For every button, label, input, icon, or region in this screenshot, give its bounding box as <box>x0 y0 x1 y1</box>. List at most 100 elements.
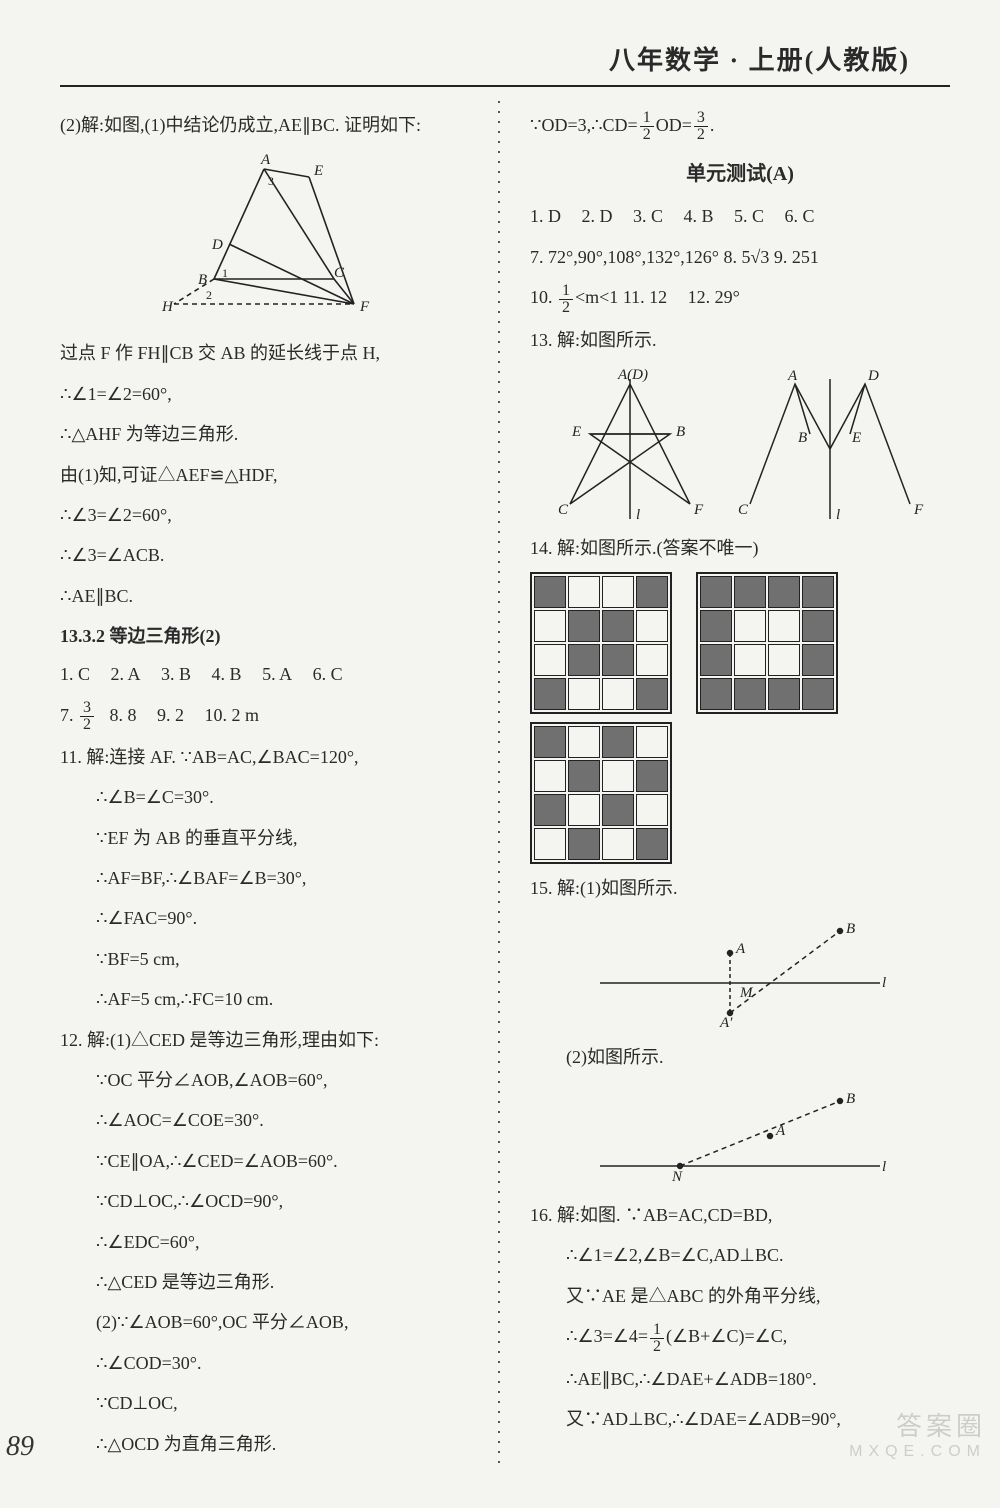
section-1332: 13.3.2 等边三角形(2) <box>60 622 468 648</box>
svg-text:F: F <box>693 502 704 518</box>
svg-text:l: l <box>882 1159 886 1175</box>
watermark: 答案圈 MXQE.COM <box>849 1406 986 1461</box>
mc: 5. C <box>734 200 764 232</box>
q14: 14. 解:如图所示.(答案不唯一) <box>530 532 950 564</box>
grid-b <box>696 572 838 714</box>
t: 过点 F 作 FH∥CB 交 AB 的延长线于点 H, <box>60 337 468 369</box>
t: ∵CE∥OA,∴∠CED=∠AOB=60°. <box>60 1145 468 1177</box>
t: ∵BF=5 cm, <box>60 943 468 975</box>
t: ∴∠1=∠2=60°, <box>60 378 468 410</box>
mc: 3. B <box>161 658 191 690</box>
mc-row2: 7. 32 8. 8 9. 2 10. 2 m <box>60 699 468 733</box>
svg-text:F: F <box>913 502 924 518</box>
mc: 1. C <box>60 658 90 690</box>
q11: 11. 12 <box>623 281 667 313</box>
svg-text:H: H <box>161 299 174 315</box>
mc: 6. C <box>313 658 343 690</box>
r-row3: 10. 12<m<1 11. 12 12. 29° <box>530 281 950 315</box>
t: ∴△AHF 为等边三角形. <box>60 418 468 450</box>
t: ∵CD⊥OC, <box>60 1387 468 1419</box>
t: ∴∠1=∠2,∠B=∠C,AD⊥BC. <box>530 1239 950 1271</box>
svg-text:B: B <box>846 921 855 937</box>
svg-text:B: B <box>198 272 207 288</box>
mc: 2. D <box>582 200 613 232</box>
figure-15b: A B N l <box>580 1081 900 1191</box>
svg-text:D: D <box>867 368 879 384</box>
frac-3-2: 32 <box>80 700 94 733</box>
t: ∴∠AOC=∠COE=30°. <box>60 1104 468 1136</box>
mc: 3. C <box>633 200 663 232</box>
mc: 6. C <box>785 200 815 232</box>
q16-4: ∴∠3=∠4=12(∠B+∠C)=∠C, <box>530 1320 950 1354</box>
t: ∵EF 为 AB 的垂直平分线, <box>60 822 468 854</box>
svg-text:A: A <box>787 368 798 384</box>
grid-c <box>530 722 672 864</box>
svg-text:B: B <box>846 1091 855 1107</box>
top-eq: ∵OD=3,∴CD=12OD=32. <box>530 109 950 143</box>
svg-text:B: B <box>798 430 807 446</box>
grid-a <box>530 572 672 714</box>
t: (2)∵∠AOB=60°,OC 平分∠AOB, <box>60 1306 468 1338</box>
mc: 2. A <box>111 658 141 690</box>
svg-text:F: F <box>359 299 370 315</box>
svg-text:A: A <box>775 1123 786 1139</box>
svg-text:D: D <box>211 237 223 253</box>
watermark-en: MXQE.COM <box>849 1443 986 1461</box>
r-mc: 1. D 2. D 3. C 4. B 5. C 6. C <box>530 200 950 232</box>
t: ∴AE∥BC. <box>60 580 468 612</box>
grid-row-1 <box>530 572 950 714</box>
t: ∴AF=5 cm,∴FC=10 cm. <box>60 983 468 1015</box>
svg-text:A(D): A(D) <box>617 367 648 383</box>
svg-text:A: A <box>735 941 746 957</box>
svg-text:l: l <box>882 975 886 991</box>
figure-1-triangle: A E D B C H F 1 2 3 <box>134 149 394 329</box>
q10: 10. 2 m <box>205 699 260 731</box>
mc: 5. A <box>262 658 292 690</box>
t: ∴△OCD 为直角三角形. <box>60 1428 468 1460</box>
t: 16. 解:如图. ∵AB=AC,CD=BD, <box>530 1199 950 1231</box>
right-column: ∵OD=3,∴CD=12OD=32. 单元测试(A) 1. D 2. D 3. … <box>530 101 950 1468</box>
t: 12. 解:(1)△CED 是等边三角形,理由如下: <box>60 1024 468 1056</box>
t: ∴∠COD=30°. <box>60 1347 468 1379</box>
page-header: 八年数学 · 上册(人教版) <box>60 40 950 87</box>
svg-text:C: C <box>334 265 345 281</box>
svg-text:E: E <box>851 430 861 446</box>
left-column: (2)解:如图,(1)中结论仍成立,AE∥BC. 证明如下: A E D <box>60 101 468 1468</box>
watermark-cn: 答案圈 <box>896 1411 986 1441</box>
t: ∴∠FAC=90°. <box>60 902 468 934</box>
page-number: 89 <box>6 1431 34 1463</box>
q13: 13. 解:如图所示. <box>530 324 950 356</box>
svg-text:E: E <box>571 424 581 440</box>
mc-row: 1. C 2. A 3. B 4. B 5. A 6. C <box>60 658 468 690</box>
grid-row-2 <box>530 722 950 864</box>
q8: 8. 8 <box>110 699 137 731</box>
mc: 4. B <box>684 200 714 232</box>
q7: 7. <box>60 705 78 725</box>
unit-test-title: 单元测试(A) <box>530 157 950 186</box>
svg-text:3: 3 <box>268 174 274 188</box>
t: ∴∠B=∠C=30°. <box>60 781 468 813</box>
svg-text:A: A <box>260 152 271 168</box>
svg-text:E: E <box>313 163 323 179</box>
q15b: (2)如图所示. <box>530 1041 950 1073</box>
figure-13: A(D) E B C F l A D B E C F l <box>530 364 950 524</box>
svg-text:1: 1 <box>222 266 228 280</box>
t: 由(1)知,可证△AEF≌△HDF, <box>60 459 468 491</box>
figure-15a: A B A′ M l <box>580 913 900 1033</box>
frac-1-2: 12 <box>640 110 654 143</box>
svg-text:C: C <box>738 502 749 518</box>
t: 11. 解:连接 AF. ∵AB=AC,∠BAC=120°, <box>60 741 468 773</box>
svg-text:C: C <box>558 502 569 518</box>
t: ∴AF=BF,∴∠BAF=∠B=30°, <box>60 862 468 894</box>
frac-3-2b: 32 <box>694 110 708 143</box>
t: ∴AE∥BC,∴∠DAE+∠ADB=180°. <box>530 1363 950 1395</box>
q15: 15. 解:(1)如图所示. <box>530 872 950 904</box>
svg-text:A′: A′ <box>719 1015 733 1031</box>
t: 又∵AE 是△ABC 的外角平分线, <box>530 1280 950 1312</box>
left-p1: (2)解:如图,(1)中结论仍成立,AE∥BC. 证明如下: <box>60 109 468 141</box>
mc: 4. B <box>212 658 242 690</box>
t: ∴∠3=∠2=60°, <box>60 499 468 531</box>
svg-text:B: B <box>676 424 685 440</box>
svg-text:N: N <box>671 1169 683 1185</box>
q9: 9. 2 <box>157 699 184 731</box>
